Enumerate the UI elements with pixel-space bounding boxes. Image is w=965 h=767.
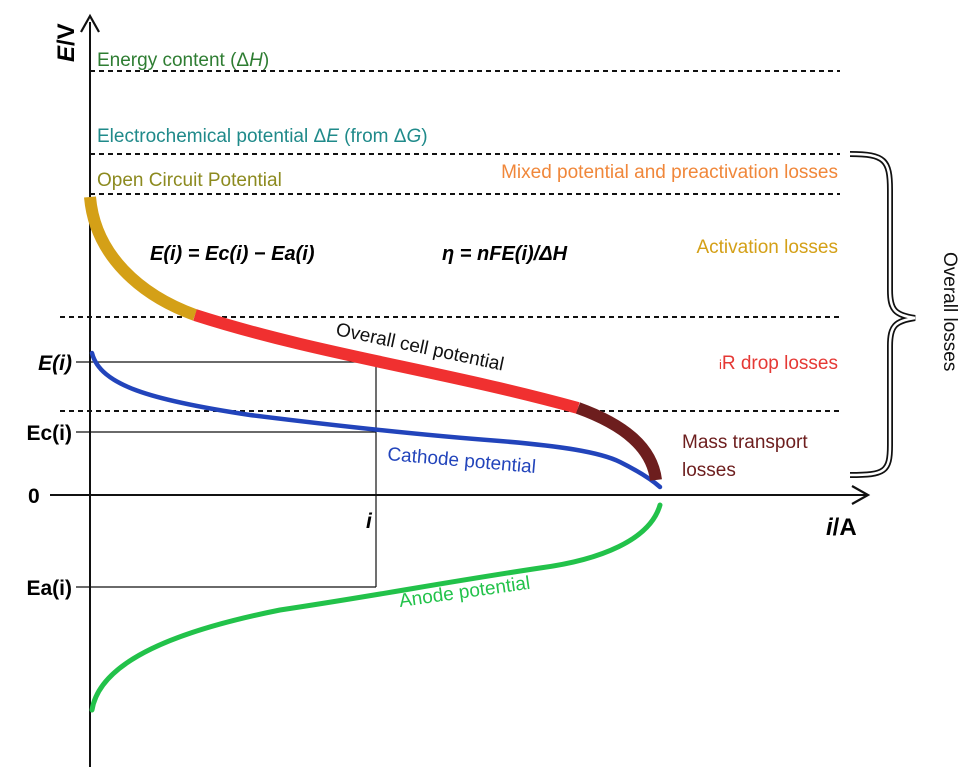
activation-losses-label: Activation losses	[696, 237, 838, 258]
y-axis-label: E/V	[53, 23, 80, 62]
activation-segment	[84, 196, 198, 321]
cell-potential-equation: E(i) = Ec(i) − Ea(i)	[150, 243, 315, 265]
y-axis-arrowhead	[80, 13, 100, 33]
cathode-potential-curve	[89, 350, 663, 490]
ir-drop-segment	[193, 309, 580, 414]
energy-content-label: Energy content (ΔH)	[97, 50, 269, 71]
Ec-i-tick-label: Ec(i)	[26, 422, 72, 445]
ir-drop-losses-label: iR drop losses	[719, 353, 838, 374]
cathode-potential-label: Cathode potential	[387, 444, 537, 478]
electrochemical-potential-label: Electrochemical potential ΔE (from ΔG)	[97, 126, 428, 147]
anode-potential-curve	[89, 502, 663, 713]
overall-losses-label: Overall losses	[939, 252, 960, 371]
efficiency-equation: η = nFE(i)/ΔH	[442, 243, 568, 265]
x-axis-label: i/A	[826, 514, 857, 541]
open-circuit-potential-label: Open Circuit Potential	[97, 170, 282, 191]
mixed-potential-label: Mixed potential and preactivation losses	[501, 162, 838, 183]
mass-transport-label-1: Mass transport	[682, 432, 808, 453]
i-tick-label: i	[366, 510, 373, 533]
origin-label: 0	[28, 485, 40, 508]
mass-transport-segment	[575, 402, 662, 482]
overall-losses-brace	[849, 151, 916, 478]
mass-transport-label-2: losses	[682, 460, 736, 481]
E-i-tick-label: E(i)	[38, 352, 72, 375]
overall-losses-brace-inner	[849, 152, 916, 477]
Ea-i-tick-label: Ea(i)	[26, 577, 72, 600]
x-axis-arrowhead	[851, 485, 871, 505]
